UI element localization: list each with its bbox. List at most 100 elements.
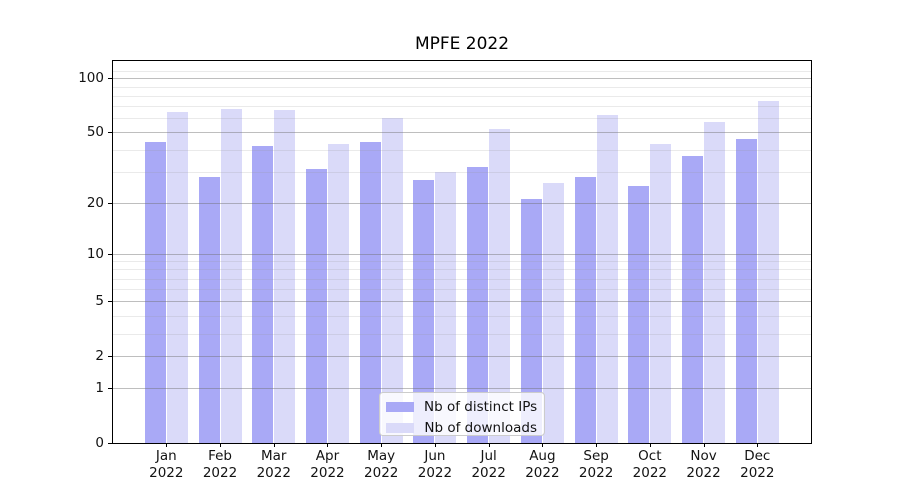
minor-gridline	[113, 269, 811, 271]
x-tick-label-line: 2022	[632, 464, 667, 481]
x-tick-label: Nov 2022	[672, 448, 736, 481]
minor-gridline	[113, 315, 811, 317]
x-tick-mark	[757, 443, 759, 447]
legend-item-distinct-ips: Nb of distinct IPs	[386, 399, 537, 415]
bar-distinct-ips	[252, 145, 274, 443]
x-tick-label-line: 2022	[417, 464, 453, 481]
x-tick-label-line: Nov	[690, 448, 717, 464]
minor-gridline	[113, 71, 811, 72]
x-tick-label: Jan 2022	[134, 448, 198, 481]
x-tick-label: Jul 2022	[457, 448, 521, 481]
x-tick-label: Aug 2022	[510, 448, 574, 481]
minor-gridline	[113, 95, 811, 97]
x-tick-label-line: 2022	[256, 464, 291, 481]
bar-distinct-ips	[359, 142, 381, 443]
x-tick-mark	[381, 443, 383, 447]
x-tick-label: Apr 2022	[295, 448, 359, 481]
x-tick-label: Sep 2022	[564, 448, 628, 481]
major-gridline	[113, 132, 811, 134]
bar-distinct-ips	[144, 142, 166, 443]
x-tick-label: May 2022	[349, 448, 413, 481]
x-tick-mark	[273, 443, 275, 447]
bar-downloads	[542, 182, 564, 443]
bar-downloads	[166, 112, 188, 443]
major-gridline	[113, 253, 811, 255]
minor-gridline	[113, 171, 811, 173]
y-tick-label: 5	[95, 293, 104, 310]
major-gridline	[113, 301, 811, 303]
plot-area	[112, 60, 812, 444]
major-gridline	[113, 388, 811, 390]
x-tick-mark	[596, 443, 598, 447]
bar-downloads	[274, 109, 296, 443]
x-tick-label-line: 2022	[202, 464, 238, 481]
x-tick-label-line: Mar	[261, 448, 287, 464]
bar-distinct-ips	[413, 179, 435, 443]
minor-gridline	[113, 118, 811, 120]
x-tick-label-line: 2022	[149, 464, 184, 481]
legend-label-distinct-ips: Nb of distinct IPs	[424, 399, 538, 415]
y-tick-label: 20	[86, 194, 104, 211]
x-tick-label-line: May	[367, 448, 396, 464]
legend-item-downloads: Nb of downloads	[386, 420, 537, 436]
bar-distinct-ips	[198, 177, 220, 443]
x-tick-label-line: 2022	[525, 464, 560, 481]
y-tick-label: 100	[78, 70, 104, 87]
bar-distinct-ips	[682, 155, 704, 443]
x-tick-mark	[703, 443, 705, 447]
x-tick-label-line: Sep	[583, 448, 609, 464]
y-tick-mark	[108, 301, 112, 303]
major-gridline	[113, 202, 811, 204]
x-tick-label-line: Jun	[424, 448, 446, 464]
minor-gridline	[113, 149, 811, 151]
x-tick-label-line: Apr	[315, 448, 340, 464]
bar-downloads	[489, 129, 511, 443]
bar-downloads	[757, 100, 779, 443]
y-tick-mark	[108, 388, 112, 390]
y-tick-label: 50	[86, 124, 104, 141]
bar-distinct-ips	[735, 138, 757, 443]
x-tick-label: Jun 2022	[403, 448, 467, 481]
bar-distinct-ips	[467, 166, 489, 443]
x-tick-label-line: 2022	[310, 464, 345, 481]
minor-gridline	[113, 106, 811, 108]
y-tick-mark	[108, 78, 112, 80]
x-tick-mark	[327, 443, 329, 447]
y-tick-label: 0	[95, 435, 104, 451]
x-tick-mark	[649, 443, 651, 447]
bar-downloads	[596, 114, 618, 443]
x-tick-label-line: Dec	[744, 448, 771, 464]
minor-gridline	[113, 278, 811, 280]
bar-downloads	[650, 144, 672, 443]
bar-distinct-ips	[305, 169, 327, 443]
x-tick-mark	[542, 443, 544, 447]
x-tick-label-line: 2022	[471, 464, 506, 481]
x-tick-mark	[434, 443, 436, 447]
legend-swatch-downloads	[386, 423, 414, 433]
bar-downloads	[381, 118, 403, 443]
bar-distinct-ips	[520, 198, 542, 443]
minor-gridline	[113, 289, 811, 291]
x-tick-label: Feb 2022	[188, 448, 252, 481]
y-tick-mark	[108, 202, 112, 204]
legend-label-downloads: Nb of downloads	[424, 420, 537, 436]
y-tick-mark	[108, 356, 112, 358]
x-tick-label-line: Oct	[638, 448, 662, 464]
x-tick-label-line: Aug	[529, 448, 556, 464]
minor-gridline	[113, 333, 811, 335]
major-gridline	[113, 78, 811, 80]
legend: Nb of distinct IPs Nb of downloads	[379, 392, 545, 436]
minor-gridline	[113, 86, 811, 88]
x-tick-label-line: 2022	[364, 464, 399, 481]
bar-downloads	[704, 122, 726, 443]
y-tick-mark	[108, 443, 112, 444]
y-tick-label: 2	[95, 348, 104, 365]
x-tick-mark	[488, 443, 490, 447]
x-tick-mark	[220, 443, 222, 447]
x-tick-label-line: Feb	[208, 448, 232, 464]
bar-distinct-ips	[574, 177, 596, 443]
x-tick-label: Dec 2022	[725, 448, 789, 481]
legend-swatch-distinct-ips	[386, 402, 414, 412]
chart-title: MPFE 2022	[414, 34, 510, 54]
